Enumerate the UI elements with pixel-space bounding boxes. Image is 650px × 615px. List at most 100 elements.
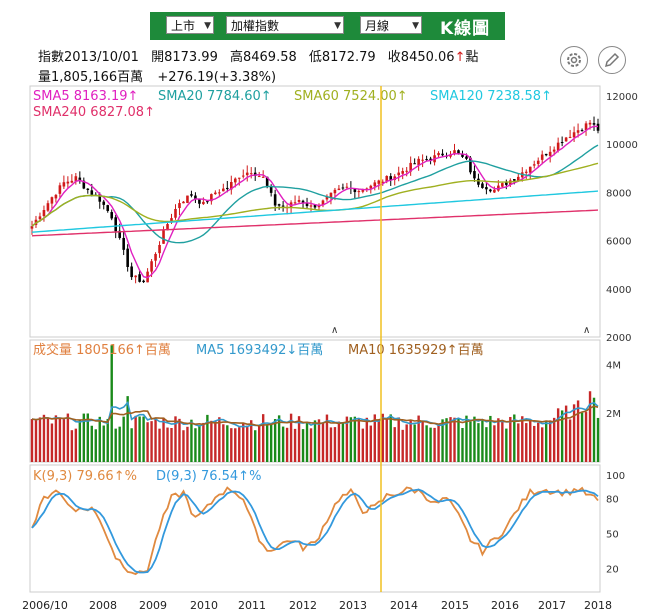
candle-body: [401, 171, 404, 174]
candle-body: [301, 200, 305, 204]
volume-bar: [289, 413, 293, 462]
quote-unit: 點: [465, 50, 479, 65]
volume-bar: [405, 424, 408, 462]
candle-body: [441, 153, 444, 156]
volume-bar: [564, 405, 568, 462]
candle-body: [421, 159, 424, 161]
volume-bar: [254, 430, 257, 462]
volume-bar: [66, 413, 70, 462]
volume-bar: [70, 430, 74, 462]
volume-axis-tick: 4M: [606, 360, 621, 371]
period-select[interactable]: 月線 ▼: [360, 16, 422, 34]
x-axis-tick: 2010: [190, 599, 218, 612]
candle-body: [106, 205, 110, 211]
volume-bar: [130, 428, 133, 462]
volume-bar: [333, 427, 337, 462]
candle-body: [62, 182, 66, 187]
volume-bar: [349, 417, 353, 462]
candle-body: [397, 172, 401, 176]
candle-body: [473, 171, 476, 179]
candle-body: [321, 200, 325, 206]
candle-body: [241, 175, 245, 177]
volume-bar: [425, 425, 428, 462]
candle-body: [369, 185, 373, 189]
volume-bar: [449, 417, 452, 462]
market-select[interactable]: 上市 ▼: [166, 16, 214, 34]
volume-bar: [186, 426, 189, 462]
volume-bar: [30, 419, 34, 462]
candle-body: [373, 182, 377, 187]
volume-bar: [273, 419, 277, 462]
chevron-down-icon: ▼: [412, 21, 419, 31]
volume-bar: [321, 422, 325, 462]
volume-bar: [568, 419, 572, 462]
legend-sma120: SMA120 7238.58↑: [430, 89, 552, 104]
volume-bar: [525, 423, 528, 462]
volume-bar: [548, 420, 552, 462]
d-line: [31, 488, 599, 574]
kd-axis-tick: 80: [606, 494, 619, 505]
volume-bar: [481, 420, 484, 462]
candle-body: [524, 171, 528, 173]
x-axis-tick: 2015: [441, 599, 469, 612]
volume-bar: [497, 418, 500, 462]
volume-bar: [250, 420, 253, 462]
draw-button[interactable]: [598, 46, 626, 74]
candle-body: [66, 181, 70, 184]
price-axis-tick: 10000: [606, 140, 638, 151]
candle-body: [150, 261, 153, 272]
candle-body: [237, 177, 241, 179]
volume-bar: [517, 423, 520, 462]
volume-bar: [365, 417, 369, 462]
x-axis-tick: 2014: [390, 599, 418, 612]
volume-bar: [465, 415, 468, 462]
volume-bar: [429, 427, 432, 462]
volume-bar: [329, 427, 333, 462]
legend-sma240: SMA240 6827.08↑: [33, 105, 155, 120]
candle-body: [50, 197, 54, 204]
candle-body: [385, 175, 389, 182]
volume-bar: [242, 423, 245, 462]
volume-bar: [373, 414, 376, 462]
volume-bar: [246, 425, 249, 462]
candle-body: [214, 192, 217, 195]
volume-bar: [572, 404, 576, 462]
candle-body: [453, 150, 456, 154]
volume-bar: [277, 415, 281, 462]
candle-body: [329, 192, 333, 198]
candle-body: [493, 189, 496, 193]
volume-bar: [285, 427, 289, 462]
volume-bar: [118, 426, 121, 462]
x-axis-tick: 2017: [538, 599, 566, 612]
volume-bar: [50, 423, 54, 462]
volume-bar: [170, 427, 173, 462]
volume-bar: [94, 429, 97, 462]
candle-body: [245, 172, 249, 176]
candle-body: [461, 154, 464, 157]
volume-bar: [337, 421, 341, 462]
k-line: [31, 486, 599, 576]
candle-body: [572, 132, 576, 138]
volume-bar: [162, 417, 165, 462]
volume-bar: [401, 429, 404, 462]
settings-button[interactable]: [560, 46, 588, 74]
candle-body: [122, 237, 125, 250]
candle-body: [249, 173, 253, 175]
candle-body: [560, 142, 564, 144]
pen-icon: [604, 52, 620, 68]
quote-date: 指數2013/10/01: [38, 50, 139, 65]
candle-body: [269, 186, 273, 193]
index-select[interactable]: 加權指數 ▼: [226, 16, 344, 34]
volume-bar: [234, 428, 237, 462]
volume-bar: [174, 416, 177, 462]
candle-body: [257, 176, 261, 178]
price-axis-tick: 6000: [606, 237, 631, 248]
volume-bar: [596, 417, 600, 462]
candle-body: [353, 189, 357, 193]
sma120-line: [31, 190, 599, 233]
volume-bar: [297, 416, 301, 462]
candle-body: [118, 230, 121, 238]
volume-bar: [114, 428, 117, 462]
volume-bar: [377, 419, 380, 462]
